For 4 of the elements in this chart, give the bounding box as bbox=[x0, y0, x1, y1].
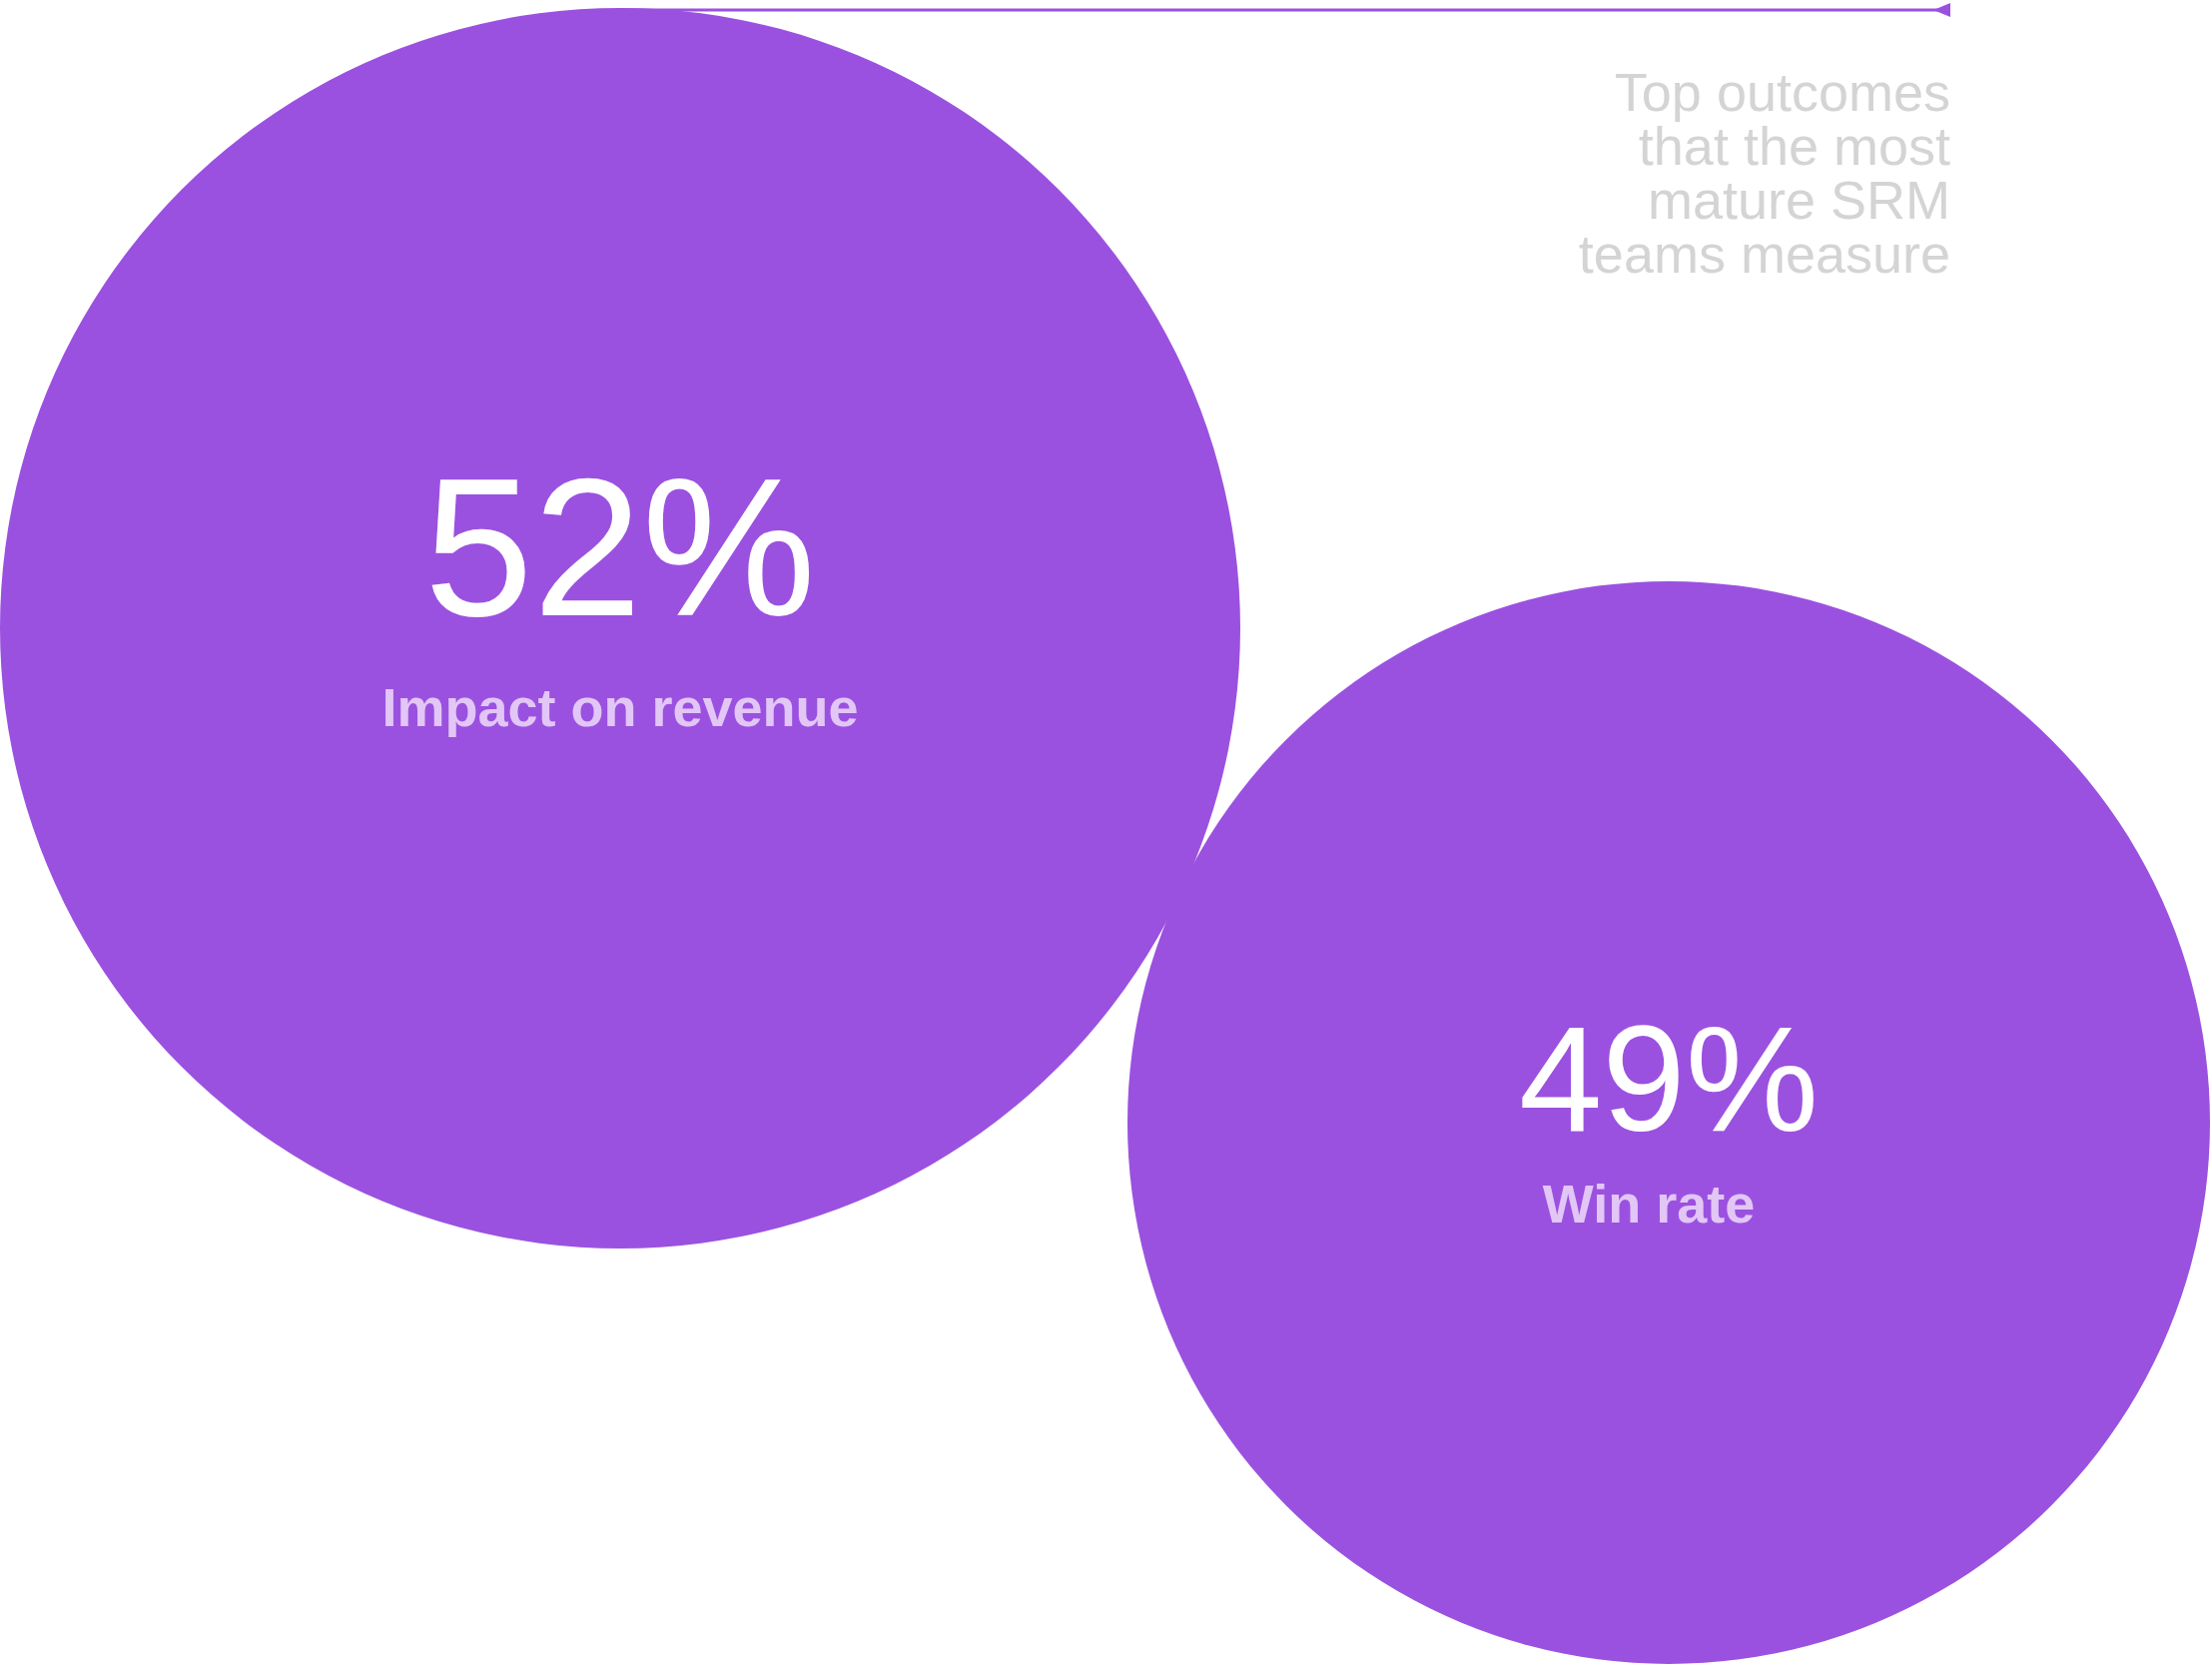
data-label: 52% bbox=[423, 437, 817, 657]
category-label: Impact on revenue bbox=[381, 677, 859, 737]
data-label: 49% bbox=[1518, 995, 1820, 1163]
category-label: Win rate bbox=[1542, 1174, 1756, 1234]
